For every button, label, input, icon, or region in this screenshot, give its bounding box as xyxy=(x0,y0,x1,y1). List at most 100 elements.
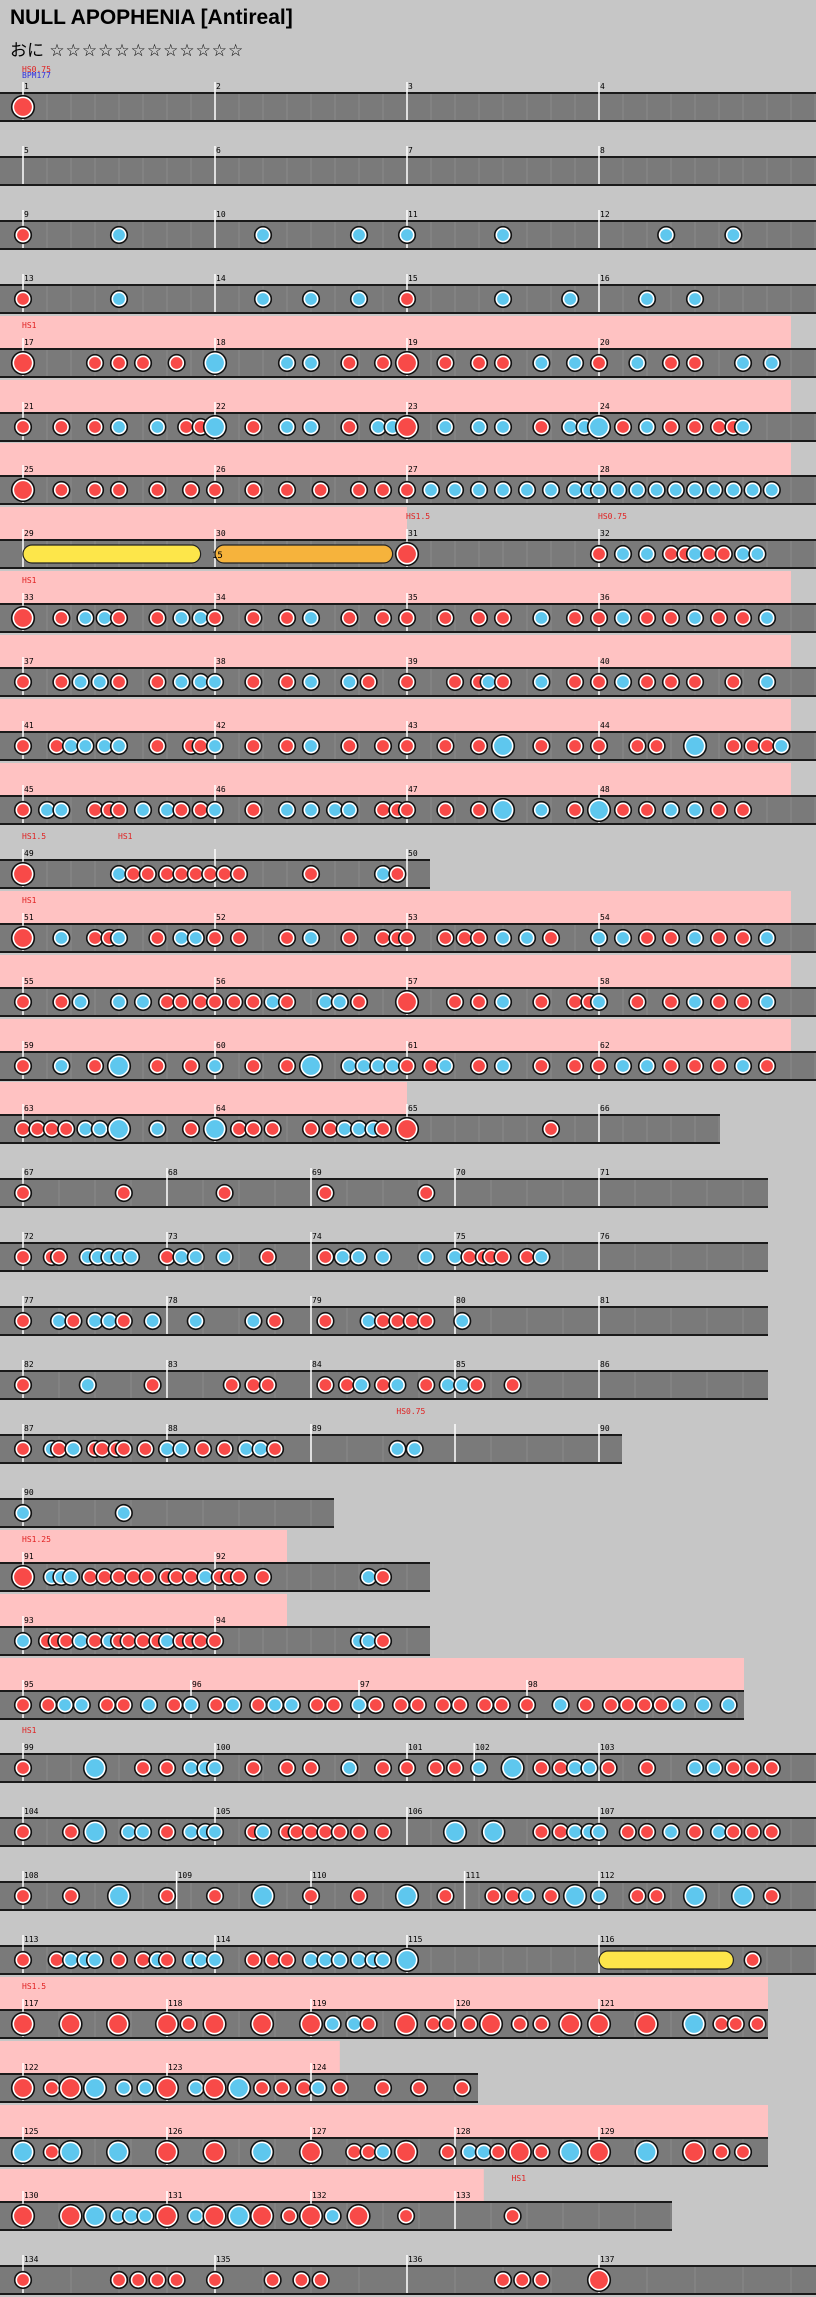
ka-note xyxy=(71,1631,90,1650)
don-note xyxy=(249,1695,268,1714)
don-note xyxy=(13,1248,33,1267)
ka-note xyxy=(685,1759,705,1778)
ka-note xyxy=(589,928,609,947)
don-note xyxy=(287,1823,306,1842)
ka-note xyxy=(532,672,551,692)
bar-number: 106 xyxy=(408,1807,423,1816)
don-note xyxy=(388,864,407,883)
big-ka-note xyxy=(481,1820,506,1845)
row-canvas: 55 56 57 58 xyxy=(0,954,816,1017)
don-note xyxy=(733,800,753,819)
ka-note xyxy=(565,353,585,372)
don-note xyxy=(647,1887,666,1906)
bar-number: 107 xyxy=(600,1807,615,1816)
row-canvas: 59 60 61 62 xyxy=(0,1018,816,1081)
ka-note xyxy=(613,1056,633,1075)
ka-note xyxy=(493,1056,513,1075)
ka-note xyxy=(301,672,321,692)
bar-number: 135 xyxy=(216,2255,231,2264)
ka-note xyxy=(172,1248,191,1267)
don-note xyxy=(565,992,585,1011)
ka-note xyxy=(493,992,513,1011)
bar-number: 80 xyxy=(456,1296,466,1305)
measure-row: 82 83 84 85 86 xyxy=(0,1338,768,1402)
don-note xyxy=(47,736,66,756)
don-note xyxy=(484,1887,503,1906)
bar-number: 100 xyxy=(216,1743,231,1752)
big-don-note xyxy=(394,542,420,567)
don-note xyxy=(13,1887,33,1906)
big-ka-note xyxy=(105,2139,131,2164)
don-note xyxy=(148,2270,167,2289)
ka-note xyxy=(369,1056,388,1075)
ka-note xyxy=(64,1439,83,1458)
bar-number: 58 xyxy=(600,977,610,986)
ka-note xyxy=(72,1695,91,1714)
ka-note xyxy=(215,1248,234,1267)
don-note xyxy=(244,1120,263,1139)
don-note xyxy=(277,1759,297,1778)
bar-number: 130 xyxy=(24,2191,39,2200)
don-note xyxy=(301,1887,321,1906)
big-don-note xyxy=(586,2011,612,2037)
ka-note xyxy=(589,1823,609,1842)
don-note xyxy=(493,353,513,372)
don-note xyxy=(13,672,33,692)
don-note xyxy=(157,1248,177,1267)
scroll-speed-label: HS1.5 xyxy=(22,1982,46,1991)
don-note xyxy=(229,1567,249,1586)
bar-number: 76 xyxy=(600,1232,610,1241)
ka-note xyxy=(85,1950,105,1970)
ka-note xyxy=(469,481,489,500)
don-note xyxy=(52,417,71,436)
ka-note xyxy=(438,1375,457,1395)
don-note xyxy=(167,2270,186,2289)
bar-number: 54 xyxy=(600,913,610,922)
big-don-note xyxy=(10,350,36,375)
ka-note xyxy=(493,225,513,244)
don-note xyxy=(426,1759,445,1778)
bar-number: 86 xyxy=(600,1360,610,1369)
big-ka-note xyxy=(586,414,612,439)
ka-note xyxy=(277,800,297,819)
big-ka-note xyxy=(106,1884,132,1909)
don-note xyxy=(637,928,657,947)
don-note xyxy=(277,992,297,1011)
don-note xyxy=(532,1823,551,1842)
don-note xyxy=(49,1439,69,1458)
don-note xyxy=(252,2078,272,2097)
big-don-note xyxy=(298,2203,324,2228)
measure-row: 130 131 132 133 HS1 xyxy=(0,2168,672,2233)
don-note xyxy=(438,2142,457,2161)
measure-row: 134 135 136 137 xyxy=(0,2233,816,2297)
don-note xyxy=(277,928,297,947)
ka-note xyxy=(373,1248,393,1267)
don-note xyxy=(205,1887,225,1906)
don-note xyxy=(551,1759,570,1778)
don-note xyxy=(85,928,105,947)
don-note xyxy=(148,1056,167,1075)
bar-number: 97 xyxy=(360,1680,370,1689)
big-don-note xyxy=(154,2203,180,2228)
ka-note xyxy=(565,1759,585,1778)
ka-note xyxy=(186,2078,205,2097)
don-note xyxy=(205,1631,225,1650)
don-note xyxy=(532,2014,551,2034)
big-don-note xyxy=(507,2139,532,2164)
ka-note xyxy=(109,736,129,756)
ka-note xyxy=(685,992,705,1011)
bar-number: 109 xyxy=(178,1871,193,1880)
don-note xyxy=(517,1248,537,1267)
don-note xyxy=(301,864,321,883)
bar-number: 90 xyxy=(24,1488,34,1497)
measure-row: 51 52 53 54 HS1 xyxy=(0,890,816,955)
don-note xyxy=(311,481,330,500)
ka-note xyxy=(61,1567,81,1586)
don-note xyxy=(517,1695,537,1714)
don-note xyxy=(541,1120,561,1139)
measure-row: 13 14 15 16 xyxy=(0,252,816,316)
ka-note xyxy=(61,1950,81,1970)
ka-note xyxy=(301,353,321,372)
don-note xyxy=(277,1056,297,1075)
don-note xyxy=(757,736,777,756)
